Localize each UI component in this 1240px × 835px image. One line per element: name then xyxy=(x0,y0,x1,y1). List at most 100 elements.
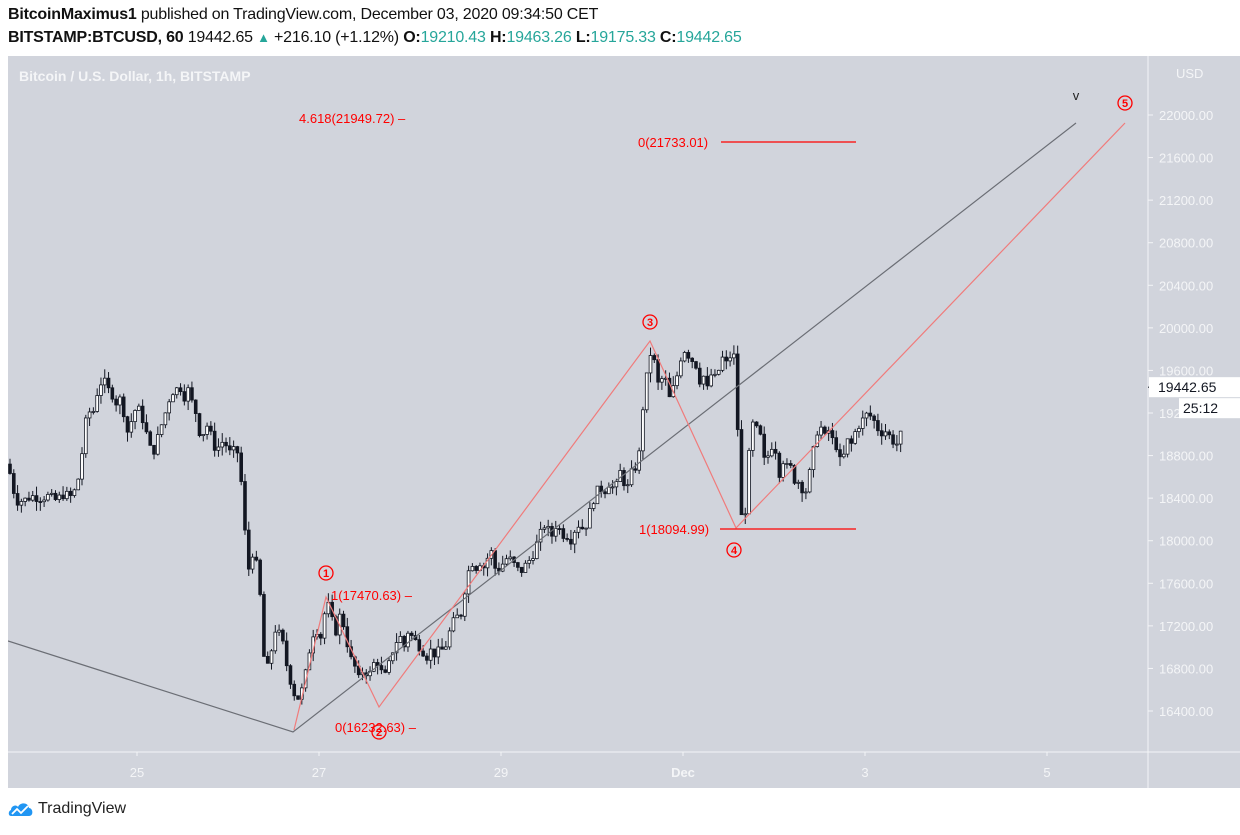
candle-down xyxy=(254,556,259,561)
price-chart[interactable]: 22000.00 21600.00 21200.00 20800.00 20400.00… xyxy=(8,56,1240,788)
price-tick-label: 17200.00 xyxy=(1159,619,1213,634)
candle-up xyxy=(436,646,441,658)
candle-up xyxy=(860,417,865,429)
price-tick-label: 22000.00 xyxy=(1159,108,1213,123)
candle-down xyxy=(887,431,892,436)
candle-down xyxy=(140,405,145,424)
wave-label-5[interactable]: 5 xyxy=(1117,95,1133,111)
candle-down xyxy=(421,650,425,657)
price-tick-label: 19600.00 xyxy=(1159,363,1213,378)
wave-label-2[interactable]: 2 xyxy=(371,724,387,740)
candle-up xyxy=(895,443,899,446)
low-label: L: xyxy=(575,29,591,46)
candle-up xyxy=(842,453,846,458)
candle-up xyxy=(610,486,615,489)
candle-up xyxy=(118,396,122,406)
footer-brand[interactable]: TradingView xyxy=(8,800,126,818)
candle-up xyxy=(542,527,547,530)
candle-up xyxy=(159,424,164,435)
candle-down xyxy=(262,594,266,657)
candle-up xyxy=(785,463,789,465)
candle-down xyxy=(705,375,710,387)
candle-up xyxy=(390,652,395,662)
elliott-channel-line[interactable] xyxy=(8,122,1077,733)
publish-info: BitcoinMaximus1 published on TradingView… xyxy=(8,6,598,24)
candle-up xyxy=(538,528,543,543)
candle-up xyxy=(660,378,664,383)
candle-up xyxy=(588,508,592,529)
time-tick-label: 29 xyxy=(494,765,508,780)
candle-up xyxy=(19,501,24,506)
candle-down xyxy=(777,452,782,478)
chart-area[interactable]: 22000.00 21600.00 21200.00 20800.00 20400.00… xyxy=(8,56,1240,788)
candle-up xyxy=(720,356,725,371)
time-tick-label: 27 xyxy=(312,765,326,780)
candle-up xyxy=(387,660,391,673)
candle-up xyxy=(57,494,62,500)
candle-down xyxy=(114,398,118,406)
currency-label: USD xyxy=(1176,66,1203,81)
wave-v-label: v xyxy=(1073,88,1080,103)
candle-down xyxy=(318,633,323,639)
candle-up xyxy=(728,357,732,362)
candle-down xyxy=(224,441,228,447)
candle-down xyxy=(656,359,660,383)
symbol-label: BITSTAMP:BTCUSD, 60 xyxy=(8,29,184,46)
candle-down xyxy=(823,426,827,434)
candle-up xyxy=(508,556,513,560)
wave-label-3[interactable]: 3 xyxy=(642,314,658,330)
wave-label-4[interactable]: 4 xyxy=(726,542,742,558)
price-tick-label: 20000.00 xyxy=(1159,321,1213,336)
fib-level-label: 0(16232.63) – xyxy=(335,720,417,735)
author-name[interactable]: BitcoinMaximus1 xyxy=(8,6,137,23)
candle-down xyxy=(106,377,111,389)
candle-up xyxy=(553,528,558,537)
candle-down xyxy=(178,387,183,393)
last-price-tag-text: 19442.65 xyxy=(1158,379,1217,395)
time-axis[interactable]: 25 27 29 Dec 3 5 xyxy=(130,752,1051,780)
candle-down xyxy=(125,416,130,433)
candle-down xyxy=(493,550,497,569)
candle-up xyxy=(781,463,785,478)
candle-up xyxy=(42,499,46,503)
elliott-wave-line[interactable] xyxy=(293,122,1126,731)
candle-down xyxy=(652,355,657,361)
candle-up xyxy=(648,355,653,374)
candle-down xyxy=(246,529,251,570)
wave-circle-icon xyxy=(726,542,742,558)
candle-down xyxy=(212,430,217,451)
candle-up xyxy=(679,360,683,377)
candle-up xyxy=(527,559,532,564)
price-tick-label: 18400.00 xyxy=(1159,491,1213,506)
candle-up xyxy=(641,409,645,452)
candle-down xyxy=(622,470,626,487)
price-tick-label: 16400.00 xyxy=(1159,704,1213,719)
fib-level-label: 0(21733.01) xyxy=(638,135,708,150)
candle-down xyxy=(265,656,270,664)
candle-up xyxy=(87,411,92,419)
candle-down xyxy=(417,639,422,652)
candle-down xyxy=(557,528,562,530)
candle-up xyxy=(46,493,50,501)
candle-down xyxy=(239,452,243,482)
candle-up xyxy=(462,593,467,617)
candle-down xyxy=(569,538,573,545)
candle-up xyxy=(372,662,376,672)
candle-up xyxy=(682,352,687,362)
price-tick-label: 20800.00 xyxy=(1159,236,1213,251)
time-tick-label: 5 xyxy=(1043,765,1050,780)
candle-down xyxy=(409,632,414,636)
candle-down xyxy=(228,445,232,451)
candle-down xyxy=(425,655,429,661)
tradingview-logo-icon xyxy=(8,803,33,816)
candle-up xyxy=(156,434,160,455)
candle-up xyxy=(216,446,221,451)
candle-down xyxy=(258,559,262,595)
price-axis[interactable]: 22000.00 21600.00 21200.00 20800.00 20400.00… xyxy=(1148,66,1213,719)
candle-down xyxy=(235,446,240,454)
candle-down xyxy=(868,412,873,417)
candle-down xyxy=(38,501,43,503)
wave-label-1[interactable]: 1 xyxy=(318,565,334,581)
candle-down xyxy=(830,430,835,439)
candle-down xyxy=(193,399,198,414)
